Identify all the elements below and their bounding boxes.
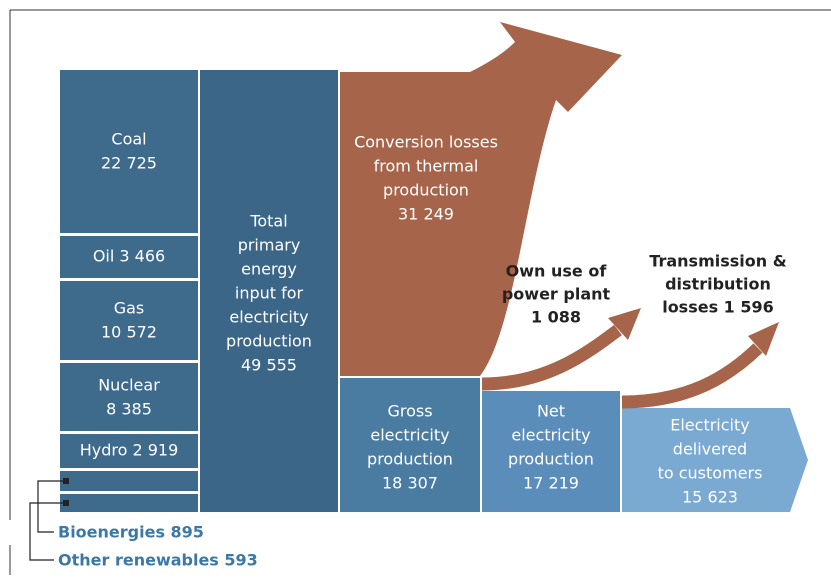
node-label: Transmission & [649,252,786,271]
node-label: electricity [511,426,590,445]
node-label: Own use of [506,262,608,281]
node-label: 31 249 [398,205,454,224]
node-label: Coal [111,130,146,149]
node-label: energy [241,260,297,279]
node-label: input for [235,284,304,303]
node-label: distribution [665,275,771,294]
legend-label: Bioenergies 895 [58,523,204,542]
node-label: 18 307 [382,474,438,493]
marker [63,478,69,484]
node-label: delivered [673,440,747,459]
node-label: 8 385 [106,400,152,419]
node-label: Gas [114,299,145,318]
node-label: from thermal [374,157,479,176]
frame [9,9,831,575]
node-label: 22 725 [101,154,157,173]
node-label: Gross [387,402,432,421]
node-label: Conversion losses [354,133,498,152]
node-label: primary [238,236,301,255]
node-label: Net [537,402,565,421]
node-label: 17 219 [523,474,579,493]
node-label: Total [249,212,287,231]
node-label: production [367,450,453,469]
node-label: Oil 3 466 [93,247,165,266]
node-label: 15 623 [682,488,738,507]
node-label: 49 555 [241,356,297,375]
legend-lines [29,480,66,561]
node-label: 10 572 [101,323,157,342]
shapes [60,22,808,512]
node-label: production [508,450,594,469]
node-label: power plant [502,285,611,304]
node-label: losses 1 596 [662,298,774,317]
node-label: 1 088 [531,308,581,327]
node-label: Hydro 2 919 [80,441,179,460]
marker [63,500,69,506]
node-label: electricity [229,308,308,327]
node-label: electricity [370,426,449,445]
node-label: production [226,332,312,351]
node-label: Electricity [670,416,749,435]
node-label: to customers [658,464,763,483]
legend-label: Other renewables 593 [58,551,258,570]
node-label: Nuclear [98,376,160,395]
node-label: production [383,181,469,200]
